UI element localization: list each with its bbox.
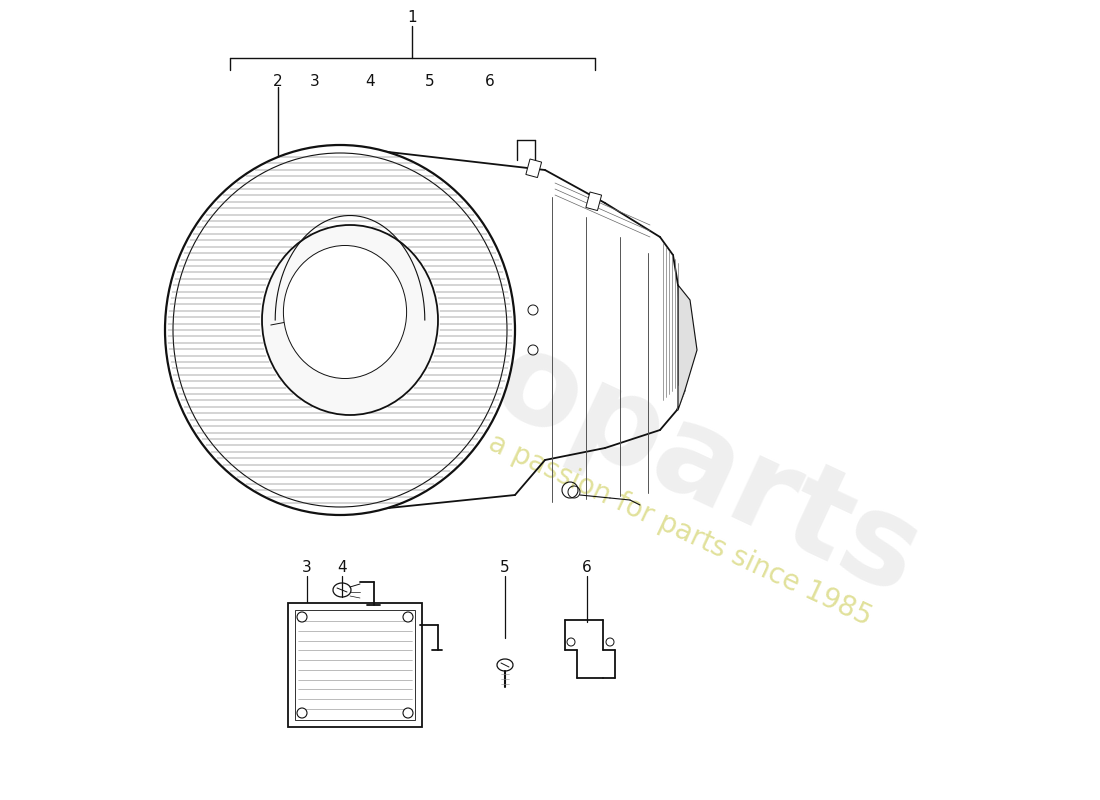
Text: a passion for parts since 1985: a passion for parts since 1985 [484, 429, 876, 631]
FancyBboxPatch shape [295, 610, 415, 720]
Text: 5: 5 [500, 561, 509, 575]
Text: 4: 4 [365, 74, 375, 89]
Circle shape [403, 708, 412, 718]
Ellipse shape [165, 145, 515, 515]
Circle shape [297, 708, 307, 718]
Text: 5: 5 [426, 74, 434, 89]
Text: europarts: europarts [262, 219, 938, 621]
FancyBboxPatch shape [288, 603, 422, 727]
Text: 3: 3 [302, 561, 312, 575]
Text: 3: 3 [310, 74, 320, 89]
Circle shape [403, 612, 412, 622]
Polygon shape [678, 285, 697, 410]
Text: 6: 6 [582, 561, 592, 575]
Text: 6: 6 [485, 74, 495, 89]
Bar [586, 192, 602, 210]
Circle shape [297, 612, 307, 622]
Text: 4: 4 [338, 561, 346, 575]
Ellipse shape [262, 225, 438, 415]
Text: 1: 1 [407, 10, 417, 26]
Text: 2: 2 [273, 74, 283, 89]
Ellipse shape [284, 246, 407, 378]
Bar [526, 159, 541, 178]
